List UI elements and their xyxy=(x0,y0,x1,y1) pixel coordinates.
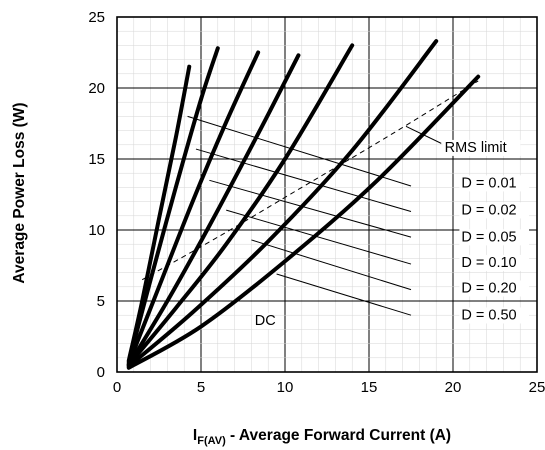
y-tick-label: 20 xyxy=(88,80,105,97)
annotations: RMS limit D = 0.01 D = 0.02 D = 0.05 D = 0.1… xyxy=(252,139,529,330)
annotation-background xyxy=(252,313,274,330)
tick-labels: 0 5 10 15 20 25 0 5 10 15 20 25 xyxy=(88,9,545,396)
duty-cycle-line xyxy=(276,273,412,316)
annotation-label: RMS limit xyxy=(445,140,507,156)
annotation-label: D = 0.10 xyxy=(461,255,516,271)
annotation-background xyxy=(459,254,529,271)
annotation-label: D = 0.50 xyxy=(461,307,516,323)
power-loss-curves xyxy=(126,39,481,370)
power-loss-curve xyxy=(126,50,261,366)
y-tick-label: 10 xyxy=(88,222,105,239)
x-axis-title-rest: - Average Forward Current (A) xyxy=(226,427,451,444)
annotation-background xyxy=(442,139,521,156)
y-tick-label: 0 xyxy=(97,364,105,381)
y-axis-title: Average Power Loss (W) xyxy=(11,102,28,283)
x-tick-label: 0 xyxy=(113,379,121,396)
y-tick-label: 25 xyxy=(88,9,105,26)
annotation-background xyxy=(459,229,529,246)
duty-cycle-line xyxy=(209,179,412,238)
y-tick-label: 5 xyxy=(97,293,105,310)
power-loss-curve xyxy=(126,43,355,367)
x-tick-label: 10 xyxy=(277,379,294,396)
annotation-background xyxy=(459,307,529,324)
annotation-background xyxy=(459,280,529,297)
duty-cycle-line xyxy=(251,239,412,291)
annotation-background xyxy=(459,175,529,192)
power-loss-curve xyxy=(126,74,481,370)
y-tick-label: 15 xyxy=(88,151,105,168)
duty-cycle-line xyxy=(195,148,412,213)
annotation-label: D = 0.01 xyxy=(461,175,516,191)
x-axis-title-sub: F(AV) xyxy=(197,435,226,447)
rms-limit-line xyxy=(141,80,479,281)
annotation-label: DC xyxy=(255,313,276,329)
x-tick-label: 20 xyxy=(445,379,462,396)
duty-cycle-line xyxy=(226,209,412,265)
annotation-background xyxy=(459,202,529,219)
duty-cycle-line xyxy=(187,115,412,187)
annotation-label: D = 0.05 xyxy=(461,229,516,245)
x-tick-label: 5 xyxy=(197,379,205,396)
x-axis-title: IF(AV) - Average Forward Current (A) xyxy=(193,427,451,447)
power-loss-curve xyxy=(126,46,220,365)
power-loss-curve xyxy=(126,53,301,367)
x-tick-label: 25 xyxy=(529,379,545,396)
x-tick-label: 15 xyxy=(361,379,378,396)
plot-frame xyxy=(116,16,538,373)
annotation-label: D = 0.02 xyxy=(461,202,516,218)
rms-limit-curve xyxy=(141,80,479,281)
annotation-label: D = 0.20 xyxy=(461,280,516,296)
power-loss-curve xyxy=(126,39,439,369)
x-axis-title-main: I xyxy=(193,427,197,444)
